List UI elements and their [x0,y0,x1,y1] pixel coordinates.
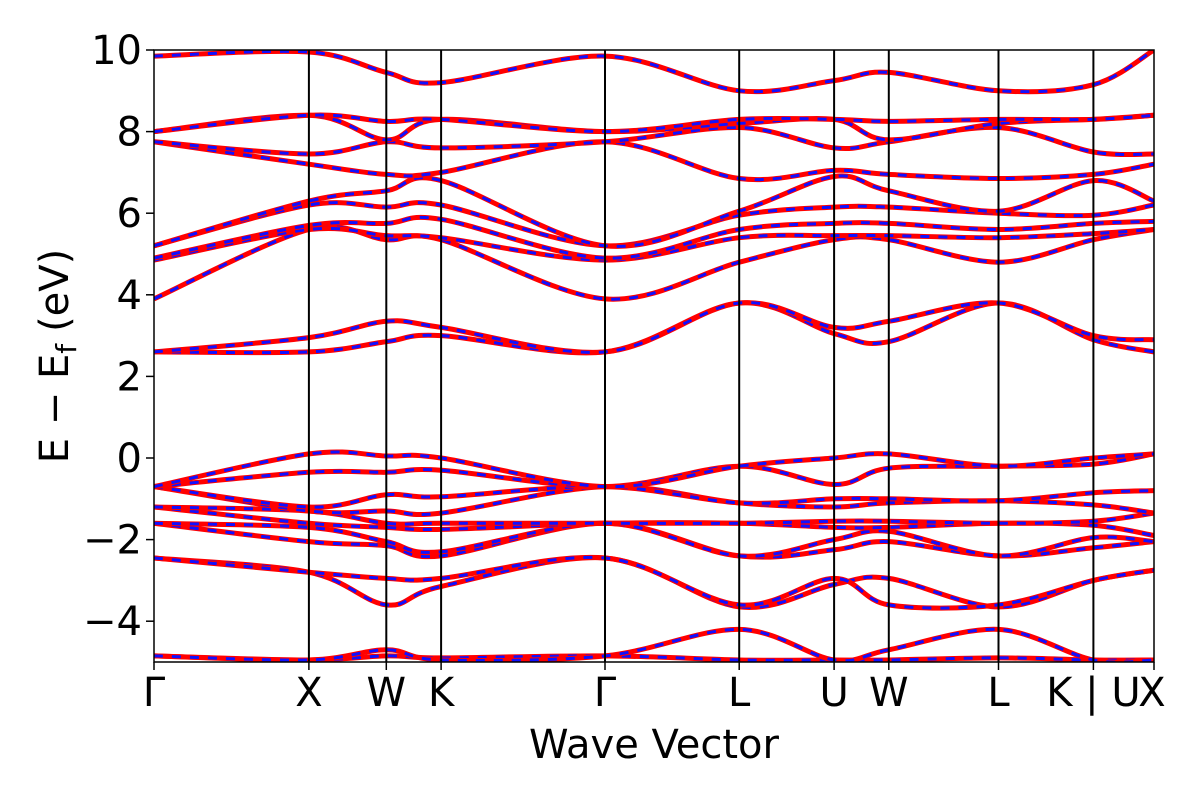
band-line-blue [154,654,1154,662]
x-tick-label: L [987,670,1010,716]
band-line-blue [154,226,1154,262]
y-tick-label: −2 [83,518,142,564]
band-line-blue [154,215,1154,260]
y-tick-label: −4 [83,599,142,645]
x-tick-label: Γ [143,670,166,716]
high-symmetry-lines [307,50,1095,662]
x-tick-label: K [428,670,456,716]
band-line-blue [154,301,1154,355]
band-line-blue [154,140,1154,182]
band-line-blue [154,505,1154,526]
x-tick-label: W [367,670,407,716]
band-lines [154,50,1154,662]
band-line-blue [154,450,1154,489]
band-line-blue [154,113,1154,142]
y-tick-label: 2 [117,354,142,400]
band-line-blue [154,301,1154,354]
x-tick-label: Γ [594,670,617,716]
band-line-blue [154,485,1154,509]
band-line-blue [154,555,1154,610]
x-axis-title: Wave Vector [529,722,780,768]
y-tick-label: 6 [117,191,142,237]
band-line-blue [154,50,1154,94]
x-tick-label: K | U [1046,670,1140,716]
x-tick-label: X [1138,670,1165,716]
y-tick-label: 8 [117,110,142,156]
band-line-red [154,173,1154,249]
band-line-blue [154,113,1154,134]
band-line-blue [154,125,1154,157]
y-axis-title-main: E − E [32,354,78,464]
y-tick-label: 10 [91,28,142,74]
y-tick-label: 0 [117,436,142,482]
band-line-blue [154,484,1154,517]
band-line-blue [154,556,1154,609]
band-line-blue [154,521,1154,559]
x-tick-label: L [728,670,751,716]
y-axis-title: E − Ef (eV) [32,249,83,464]
x-tick-label: X [295,670,322,716]
band-line-blue [154,627,1154,662]
band-line-blue [154,521,1154,558]
plot-frame [153,49,1155,663]
y-axis-title-unit: (eV) [32,249,78,332]
x-tick-label: U [819,670,848,716]
y-tick-label: 4 [117,273,142,319]
y-axis-ticks: 10 8 6 4 2 0 −2 −4 [83,28,154,645]
y-axis-title-subscript: f [50,343,83,354]
x-tick-label: W [869,670,909,716]
